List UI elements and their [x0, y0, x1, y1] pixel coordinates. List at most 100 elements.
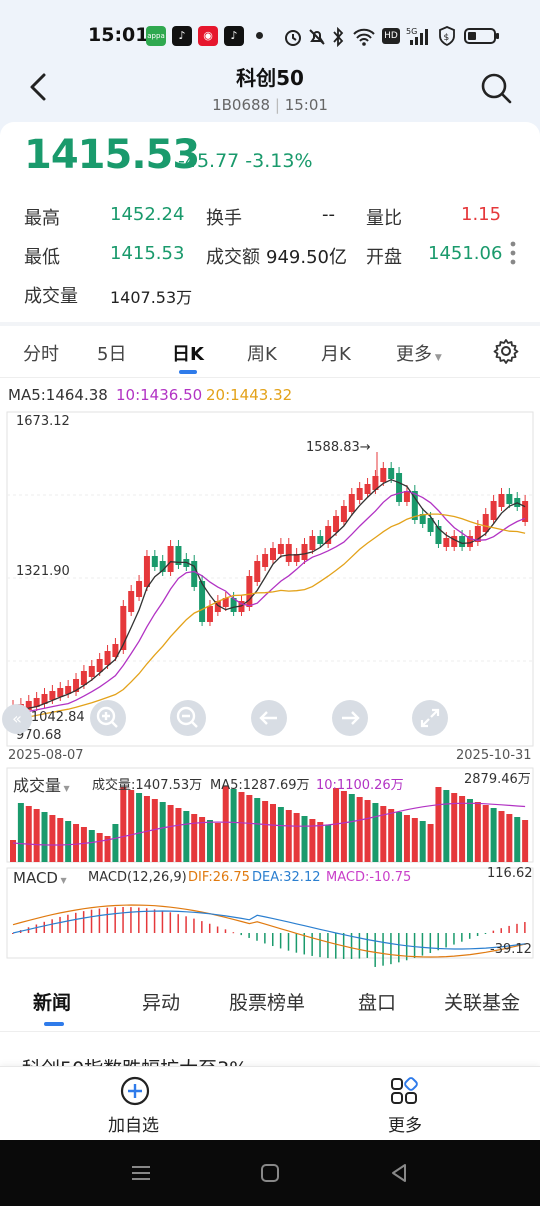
volume-bar [33, 809, 40, 862]
hd-icon: HD [382, 28, 400, 44]
zoom-in-button[interactable] [90, 700, 126, 736]
tab-related-funds[interactable]: 关联基金 [444, 992, 521, 1014]
tab-order-book[interactable]: 盘口 [358, 992, 397, 1014]
zoom-in-icon [96, 706, 118, 728]
volume-bar [388, 809, 395, 862]
tab-news[interactable]: 新闻 [33, 992, 72, 1014]
volume-bar [474, 802, 481, 862]
candle-body [466, 536, 473, 547]
tab-movement[interactable]: 异动 [142, 992, 181, 1014]
volume-bar [191, 814, 198, 862]
add-watchlist-button[interactable]: 加自选 [100, 1067, 170, 1141]
fullscreen-button[interactable] [412, 700, 448, 736]
search-icon[interactable] [480, 72, 512, 104]
macd-histogram-bar [248, 933, 250, 938]
more-options-icon[interactable] [508, 240, 518, 270]
back-arrow-icon[interactable] [24, 70, 58, 104]
candle-body [396, 473, 403, 502]
volume-bar [238, 792, 245, 862]
candle-body [246, 576, 253, 607]
tab-5day[interactable]: 5日 [97, 344, 127, 365]
volume-bar [514, 817, 521, 862]
candle-body [364, 484, 371, 494]
macd-histogram-bar [59, 916, 61, 933]
fullscreen-icon [420, 708, 440, 728]
volume-bar [17, 803, 24, 862]
tab-more[interactable]: 更多 ▼ [396, 340, 442, 366]
macd-histogram-bar [130, 907, 132, 933]
volume-bar [206, 820, 213, 862]
macd-histogram-bar [295, 933, 298, 953]
macd-histogram-bar [358, 933, 361, 959]
ma20-line [12, 513, 526, 720]
current-price: 1415.53 [24, 132, 200, 178]
date-end: 2025-10-31 [456, 748, 532, 763]
tab-stock-ranking[interactable]: 股票榜单 [229, 992, 306, 1014]
volume-bar [159, 802, 166, 862]
caret-down-icon: ▼ [61, 784, 70, 793]
candle-body [270, 548, 276, 560]
tiktok-icon: ♪ [172, 26, 192, 46]
volume-bar [301, 816, 308, 862]
macd-histogram-bar [193, 918, 195, 933]
candle-body [427, 518, 434, 532]
volume-bar [372, 803, 379, 862]
news-item[interactable]: 科创50指数跌幅扩大至3% [0, 1032, 540, 1068]
page-title: 科创50 [236, 66, 304, 90]
volume-bar [396, 812, 403, 862]
macd-histogram-bar [500, 928, 502, 933]
tab-monthly-k[interactable]: 月K [321, 344, 351, 365]
tab-intraday[interactable]: 分时 [23, 344, 59, 365]
candle-body [474, 526, 481, 542]
macd-histogram-bar [492, 930, 495, 933]
home-icon[interactable] [259, 1162, 281, 1184]
action-bar: 加自选 更多 [0, 1066, 540, 1140]
candle-body [151, 556, 158, 567]
macd-histogram-bar [67, 914, 69, 933]
macd-histogram-bar [476, 933, 479, 937]
ma10-label: 10:1436.50 [116, 386, 203, 404]
candle-body [340, 506, 347, 522]
volume-indicator-selector[interactable]: 成交量 ▼ [13, 772, 70, 796]
volume-bar [490, 808, 497, 862]
volume-bar [80, 827, 87, 862]
zoom-out-button[interactable] [170, 700, 206, 736]
volume-bar [380, 806, 387, 862]
svg-text:$: $ [444, 33, 450, 43]
left-handle-icon[interactable]: « [2, 704, 32, 734]
candle-body [443, 538, 450, 547]
macd-min-label: -39.12 [490, 942, 532, 957]
candle-body [333, 516, 340, 532]
macd-histogram-bar [421, 933, 424, 956]
macd-indicator-selector[interactable]: MACD ▼ [13, 869, 67, 887]
tab-weekly-k[interactable]: 周K [247, 344, 277, 365]
macd-histogram-bar [232, 932, 235, 934]
header: 科创50 1B0688 | 15:01 [0, 58, 540, 120]
macd-histogram-bar [335, 933, 337, 959]
candle-body [317, 536, 324, 544]
candle-body [388, 468, 395, 479]
pan-left-button[interactable] [251, 700, 287, 736]
macd-histogram-bar [90, 909, 93, 933]
candle-body [112, 644, 119, 657]
low-value: 1415.53 [110, 243, 185, 264]
more-button[interactable]: 更多 [380, 1067, 430, 1141]
candle-body [73, 679, 80, 692]
volume-bar [522, 820, 529, 862]
volume-bar [25, 806, 32, 862]
high-label: 最高 [24, 208, 60, 229]
macd-histogram-bar [445, 933, 447, 948]
candle-body [419, 514, 426, 524]
candle-body [25, 701, 32, 710]
macd-histogram-bar [35, 924, 38, 933]
tab-daily-k[interactable]: 日K [172, 344, 204, 365]
settings-icon[interactable] [493, 338, 519, 364]
back-icon[interactable] [388, 1162, 410, 1184]
macd-histogram-bar [169, 912, 172, 933]
candle-body [356, 488, 363, 500]
kline-chart-area[interactable]: MA5:1464.38 10:1436.50 20:1443.32 1673.1… [0, 378, 540, 968]
active-tab-indicator [44, 1022, 64, 1026]
pan-right-button[interactable] [332, 700, 368, 736]
price-change: -45.77 -3.13% [178, 150, 313, 172]
menu-icon[interactable] [130, 1162, 152, 1184]
